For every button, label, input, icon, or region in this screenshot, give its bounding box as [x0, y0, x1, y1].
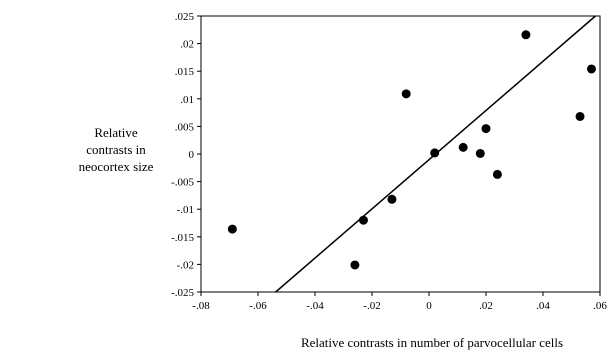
x-tick-label: .06: [593, 300, 607, 312]
data-point: [521, 30, 531, 40]
y-tick-label: .005: [175, 121, 195, 133]
x-tick-label: .02: [479, 300, 493, 312]
data-point: [575, 111, 585, 121]
y-tick-label: .02: [180, 39, 194, 51]
x-tick-label: -.06: [249, 300, 267, 312]
y-axis-title-line-1: Relative: [94, 125, 138, 140]
y-tick-label: -.025: [171, 287, 194, 299]
x-tick-label: 0: [426, 300, 432, 312]
data-point: [227, 224, 237, 234]
y-tick-label: .01: [180, 94, 194, 106]
x-tick-label: .04: [536, 300, 550, 312]
data-point: [401, 89, 411, 99]
y-tick-label: -.02: [177, 259, 194, 271]
data-point: [458, 142, 468, 152]
x-axis-title: Relative contrasts in number of parvocel…: [301, 335, 563, 350]
y-tick-label: 0: [189, 149, 195, 161]
data-point: [387, 194, 397, 204]
y-tick-label: .015: [175, 66, 195, 78]
data-point: [586, 64, 596, 74]
data-point: [430, 148, 440, 158]
data-point: [492, 169, 502, 179]
data-point: [358, 215, 368, 225]
data-point: [475, 148, 485, 158]
x-tick-label: -.02: [363, 300, 380, 312]
y-tick-label: .025: [175, 11, 195, 23]
data-point: [481, 124, 491, 134]
y-tick-label: -.015: [171, 232, 194, 244]
plot-frame: [200, 15, 601, 293]
plot-area: .025 .02 .015 .01 .005 0 -.005 -.01 -.015 -.02 -.0…: [171, 11, 607, 312]
data-point: [350, 260, 360, 270]
y-axis-title-line-2: contrasts in: [86, 142, 146, 157]
y-axis-title-line-3: neocortex size: [79, 159, 154, 174]
x-tick-label: -.08: [192, 300, 210, 312]
x-tick-label: -.04: [306, 300, 324, 312]
y-tick-label: -.01: [177, 204, 194, 216]
y-tick-label: -.005: [171, 177, 194, 189]
